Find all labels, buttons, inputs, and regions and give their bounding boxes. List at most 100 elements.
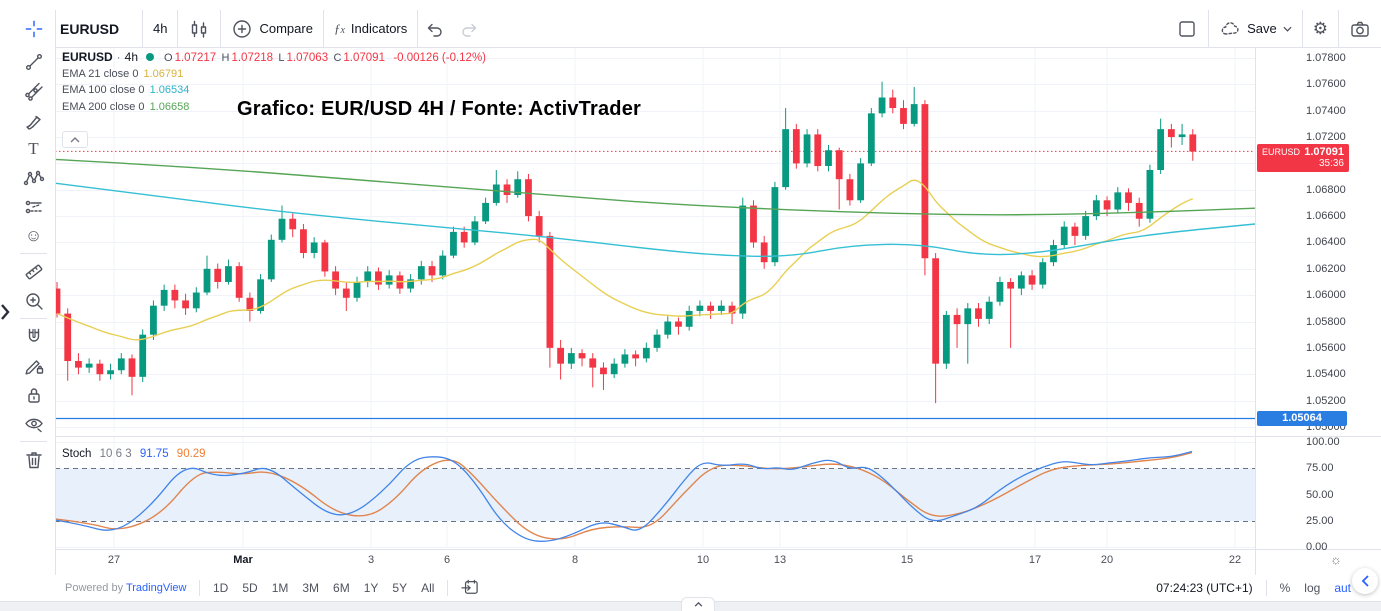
legend-ema-0[interactable]: EMA 21 close 0 1.06791: [62, 68, 488, 81]
candle-body: [803, 134, 811, 164]
screenshot-button[interactable]: [1339, 10, 1381, 47]
candle-body: [1007, 281, 1015, 289]
tool-trend-line-button[interactable]: [12, 47, 55, 76]
candle-body: [942, 314, 950, 364]
candle-body: [492, 184, 500, 203]
camera-icon: [1349, 18, 1371, 40]
time-axis-border: [55, 549, 1381, 550]
redo-button[interactable]: [452, 10, 486, 47]
time-label: Mar: [233, 554, 253, 566]
axis-settings-icon[interactable]: ☼: [1330, 552, 1342, 567]
candle-body: [192, 292, 200, 309]
candle-body: [996, 281, 1004, 302]
symbol-search-button[interactable]: EURUSD: [60, 20, 120, 37]
candle-body: [310, 242, 318, 253]
candle-body: [460, 231, 468, 243]
legend-ema-2[interactable]: EMA 200 close 0 1.06658: [62, 101, 488, 114]
goto-date-button[interactable]: [454, 579, 486, 598]
range-1m-button[interactable]: 1M: [271, 581, 289, 595]
log-scale-button[interactable]: log: [1304, 581, 1321, 595]
time-label: 27: [107, 554, 121, 566]
calendar-goto-icon: [461, 579, 479, 595]
chart-settings-button[interactable]: ⚙: [1303, 10, 1338, 47]
range-1d-button[interactable]: 1D: [213, 581, 229, 595]
candle-body: [1071, 226, 1079, 236]
tool-lock-button[interactable]: [12, 380, 55, 409]
time-label: 17: [1028, 554, 1042, 566]
percent-scale-button[interactable]: %: [1279, 581, 1291, 595]
auto-scale-button[interactable]: aut: [1334, 581, 1351, 595]
ema-value: 1.06791: [143, 67, 184, 80]
tool-zoom-in-button[interactable]: [12, 286, 55, 315]
layout-button[interactable]: [1166, 10, 1208, 47]
price-label: 1.06000: [1306, 289, 1346, 302]
save-button[interactable]: Save: [1209, 10, 1302, 47]
undo-button[interactable]: [418, 10, 452, 47]
candle-body: [782, 129, 790, 188]
candle-body: [182, 300, 189, 309]
zoom-in-icon: [23, 290, 45, 312]
price-label: 1.05200: [1306, 394, 1346, 407]
fx-icon: ƒx: [333, 20, 345, 36]
candle-body: [985, 301, 993, 319]
tool-draw-button[interactable]: [12, 351, 55, 380]
stoch-legend[interactable]: Stoch 10 6 3 91.75 90.29: [62, 448, 211, 460]
crosshair-tool-button[interactable]: [12, 10, 55, 47]
range-6m-button[interactable]: 6M: [333, 581, 350, 595]
candle-body: [632, 354, 640, 359]
tool-magnet-button[interactable]: [12, 322, 55, 351]
candle-body: [878, 97, 886, 114]
stoch-name: Stoch: [62, 448, 92, 460]
tool-eye-button[interactable]: [12, 409, 55, 438]
ema-label: EMA 200 close 0: [62, 100, 145, 113]
badge-price: 1.07091: [1304, 146, 1344, 159]
candle-body: [621, 354, 629, 364]
tool-pitchfork-button[interactable]: [12, 76, 55, 105]
candle-body: [867, 113, 875, 164]
tool-xabcd-pattern-button[interactable]: [12, 163, 55, 192]
interval-button[interactable]: 4h: [153, 21, 168, 36]
legend-collapse-button[interactable]: [62, 131, 88, 148]
range-all-button[interactable]: All: [421, 581, 435, 595]
tool-ruler-button[interactable]: [12, 257, 55, 286]
indicators-button[interactable]: ƒx Indicators: [333, 20, 408, 37]
tool-forecast-button[interactable]: [12, 192, 55, 221]
candle-body: [407, 279, 414, 289]
candle-body: [964, 308, 972, 325]
chart-legend[interactable]: EURUSD · 4h O 1.07217 H 1.07218 L 1.07063 C…: [62, 50, 488, 114]
hide-sidebar-button[interactable]: [1352, 568, 1378, 594]
legend-ema-1[interactable]: EMA 100 close 0 1.06534: [62, 84, 488, 97]
tool-brush-button[interactable]: [12, 105, 55, 134]
range-5y-button[interactable]: 5Y: [392, 581, 408, 595]
range-1y-button[interactable]: 1Y: [363, 581, 379, 595]
time-label: 15: [900, 554, 914, 566]
candle-body: [375, 271, 382, 285]
tradingview-link[interactable]: TradingView: [125, 582, 187, 594]
ema21-line: [56, 179, 1194, 341]
price-label: 1.07800: [1306, 52, 1346, 64]
candle-body: [160, 289, 168, 306]
gear-icon: ⚙: [1312, 18, 1328, 38]
clock[interactable]: 07:24:23 (UTC+1): [1156, 581, 1253, 595]
candle-body: [696, 305, 704, 311]
price-label: 1.05800: [1306, 315, 1346, 328]
stoch-k-line: [55, 450, 1193, 542]
candle-body: [589, 358, 597, 368]
tool-text-button[interactable]: T: [12, 134, 55, 163]
price-label: 1.05600: [1306, 341, 1346, 354]
tool-trash-button[interactable]: [12, 445, 55, 474]
range-5d-button[interactable]: 5D: [242, 581, 258, 595]
watchlist-expand-arrow[interactable]: [0, 303, 10, 326]
range-3m-button[interactable]: 3M: [302, 581, 320, 595]
chart-style-button[interactable]: [178, 10, 220, 47]
toolbar-divider: [20, 318, 47, 319]
bottom-panel-expand-button[interactable]: [681, 597, 715, 611]
tool-emoji-button[interactable]: ☺: [12, 221, 55, 250]
toolbar-divider: [20, 441, 47, 442]
price-label: 1.06200: [1306, 262, 1346, 275]
candle-body: [428, 266, 436, 276]
stoch-k-value: 91.75: [139, 448, 169, 460]
compare-button[interactable]: Compare: [221, 10, 322, 47]
